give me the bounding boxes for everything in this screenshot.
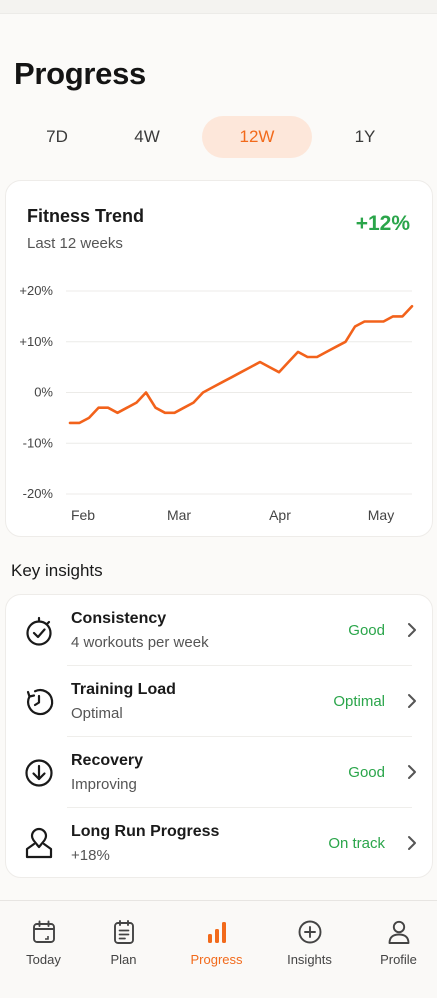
recovery-arrow-icon: [25, 759, 53, 787]
insight-status: Good: [348, 622, 385, 639]
chevron-right-icon: [408, 836, 416, 850]
fitness-trend-chart: +20% +10% 0% -10% -20% Feb Mar Apr May: [19, 283, 414, 523]
route-pin-icon: [25, 827, 53, 859]
y-tick-label: 0%: [34, 385, 53, 400]
insight-title: Training Load: [71, 681, 176, 698]
insight-title: Long Run Progress: [71, 823, 220, 840]
insight-training-load[interactable]: Training Load Optimal Optimal: [6, 666, 434, 737]
user-icon: [388, 920, 410, 944]
fitness-trend-card: Fitness Trend Last 12 weeks +12% +20% +10…: [5, 180, 433, 537]
calendar-today-icon: [33, 920, 55, 943]
range-1y[interactable]: 1Y: [354, 127, 376, 146]
insight-status: Optimal: [333, 693, 385, 710]
trend-series-line: [68, 304, 414, 425]
insight-status: On track: [328, 835, 385, 852]
x-tick-label: Mar: [167, 507, 191, 523]
tab-label: Insights: [287, 952, 332, 967]
insight-recovery[interactable]: Recovery Improving Good: [6, 737, 434, 808]
insight-title: Consistency: [71, 610, 167, 627]
insight-subtitle: 4 workouts per week: [71, 634, 209, 651]
chevron-right-icon: [408, 623, 416, 637]
range-7d[interactable]: 7D: [46, 127, 68, 146]
y-tick-label: +20%: [19, 283, 53, 298]
tab-plan[interactable]: Plan: [80, 901, 167, 998]
range-selector: 7D 4W 12W 1Y: [0, 116, 437, 158]
insight-title: Recovery: [71, 752, 144, 769]
tab-label: Progress: [190, 952, 243, 967]
bottom-tab-bar: Today Plan Progress Insights: [0, 900, 437, 998]
divider: [67, 807, 412, 808]
chart-subtitle: Last 12 weeks: [27, 235, 123, 252]
insight-subtitle: Optimal: [71, 705, 123, 722]
tab-today[interactable]: Today: [0, 901, 87, 998]
insight-subtitle: Improving: [71, 776, 137, 793]
chevron-right-icon: [408, 694, 416, 708]
bar-chart-icon: [208, 922, 226, 943]
x-tick-label: Feb: [71, 507, 95, 523]
page-title: Progress: [14, 56, 146, 91]
divider: [67, 665, 412, 666]
insight-subtitle: +18%: [71, 847, 110, 864]
y-tick-label: -20%: [23, 486, 54, 501]
y-tick-label: +10%: [19, 334, 53, 349]
insight-status: Good: [348, 764, 385, 781]
insights-section-title: Key insights: [11, 561, 103, 580]
chart-title: Fitness Trend: [27, 206, 145, 226]
tab-profile[interactable]: Profile: [355, 901, 437, 998]
trend-change: +12%: [355, 212, 410, 235]
tab-label: Today: [26, 952, 61, 967]
load-timer-icon: [26, 688, 54, 716]
insight-long-run-progress[interactable]: Long Run Progress +18% On track: [6, 808, 434, 879]
divider: [67, 736, 412, 737]
plus-circle-icon: [298, 920, 322, 944]
insights-list: Consistency 4 workouts per week Good Tra…: [5, 594, 433, 878]
x-tick-label: Apr: [269, 507, 291, 523]
range-4w[interactable]: 4W: [134, 127, 160, 146]
range-12w[interactable]: 12W: [202, 116, 312, 158]
insight-consistency[interactable]: Consistency 4 workouts per week Good: [6, 595, 434, 666]
clipboard-plan-icon: [114, 920, 134, 944]
stopwatch-check-icon: [26, 616, 52, 646]
tab-label: Profile: [380, 952, 417, 967]
tab-insights[interactable]: Insights: [266, 901, 353, 998]
x-tick-label: May: [368, 507, 394, 523]
y-tick-label: -10%: [23, 435, 54, 450]
status-strip: [0, 0, 437, 14]
tab-label: Plan: [110, 952, 137, 967]
chevron-right-icon: [408, 765, 416, 779]
tab-progress[interactable]: Progress: [173, 901, 260, 998]
